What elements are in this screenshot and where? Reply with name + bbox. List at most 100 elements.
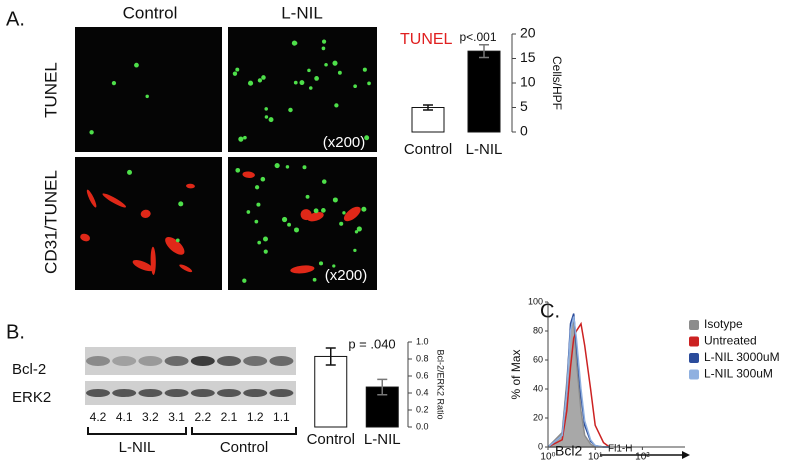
legend-swatch xyxy=(689,369,699,380)
tunel-dot xyxy=(111,80,117,86)
y-tick-label: 0.8 xyxy=(416,353,429,363)
legend-swatch xyxy=(689,336,699,347)
tunel-dot xyxy=(263,236,268,242)
lane-label: 4.2 xyxy=(90,410,107,424)
y-tick-label: 1.0 xyxy=(416,336,429,346)
micrographs xyxy=(75,27,377,290)
x-tick-label: 10² xyxy=(635,452,650,462)
cell-stain xyxy=(80,233,91,242)
tunel-dot xyxy=(274,163,280,169)
error-bar xyxy=(479,44,489,59)
blot-band xyxy=(190,389,215,397)
tunel-dot xyxy=(307,68,311,73)
y-tick-label: 100 xyxy=(528,296,543,306)
tunel-dot xyxy=(238,136,244,142)
error-bar xyxy=(377,378,388,396)
cell-stain xyxy=(179,264,193,273)
cell-stain xyxy=(343,206,361,222)
bar xyxy=(314,355,348,428)
blot-band xyxy=(112,389,137,397)
histogram-curve xyxy=(547,316,610,448)
y-axis-label: Cells/HPF xyxy=(550,56,564,110)
error-bar xyxy=(423,104,433,111)
lane-label: 1.2 xyxy=(247,410,264,424)
blot-label: Bcl-2 xyxy=(12,361,46,378)
tunel-dot xyxy=(134,62,139,68)
tunel-dot xyxy=(263,249,268,254)
tunel-dot xyxy=(321,46,326,51)
annotation: p = .040 xyxy=(348,336,395,351)
tunel-dot xyxy=(145,94,149,99)
blot-band xyxy=(269,356,294,366)
blot-band xyxy=(217,356,241,366)
blot-band xyxy=(138,389,163,397)
bar xyxy=(467,50,501,133)
panel-label: B. xyxy=(6,321,25,343)
cell-stain xyxy=(132,260,154,272)
tunel-dot xyxy=(260,176,266,182)
blot-band xyxy=(217,389,241,397)
histogram-curve xyxy=(546,319,610,448)
x-tick-label: L-NIL xyxy=(364,431,401,448)
tunel-dot xyxy=(299,80,305,86)
tunel-dot xyxy=(175,238,180,243)
tunel-dot xyxy=(89,130,94,135)
cell-stain xyxy=(102,193,127,208)
blot-band xyxy=(243,356,268,366)
legend-label: Isotype xyxy=(704,317,743,331)
tunel-dot xyxy=(354,230,359,234)
y-axis-label: Bcl-2/ERK2 Ratio xyxy=(436,349,446,419)
cell-stain xyxy=(165,236,185,255)
x-axis-label: Fl1-H xyxy=(608,444,632,455)
tunel-dot xyxy=(254,219,259,224)
tunel-dot xyxy=(353,248,357,252)
tunel-dot xyxy=(268,117,274,123)
y-tick-label: 0.6 xyxy=(416,370,429,380)
tunel-dot xyxy=(314,76,319,81)
axes xyxy=(547,302,685,448)
tunel-dot xyxy=(257,240,262,245)
tunel-dot xyxy=(361,206,367,212)
lane-label: 2.1 xyxy=(221,410,238,424)
blot-band xyxy=(86,389,110,397)
tunel-dot xyxy=(321,39,327,44)
cell-stain xyxy=(242,171,255,178)
x-tick-label: Control xyxy=(404,141,452,158)
tunel-dot xyxy=(321,179,327,184)
lane-label: 1.1 xyxy=(273,410,290,424)
panel-label: A. xyxy=(6,8,25,30)
row-label: CD31/TUNEL xyxy=(41,170,60,274)
tunel-dot xyxy=(324,62,328,67)
column-label: L-NIL xyxy=(281,3,323,22)
y-tick-label: 20 xyxy=(533,412,543,422)
y-tick-label: 0.4 xyxy=(416,387,429,397)
y-tick-label: 0 xyxy=(520,123,528,139)
tunel-dot xyxy=(332,264,336,268)
legend-swatch xyxy=(689,320,699,330)
x-tick-label: Control xyxy=(307,431,355,448)
tunel-dot xyxy=(339,221,344,226)
tunel-dot xyxy=(257,78,263,83)
lane-label: 4.1 xyxy=(116,410,133,424)
tunel-dot xyxy=(235,67,240,72)
tunel-dot xyxy=(261,75,266,80)
tunel-dot xyxy=(288,107,293,113)
tunel-dot xyxy=(367,81,371,86)
magnification: (x200) xyxy=(323,134,366,151)
blot-band xyxy=(190,356,215,366)
blot-band xyxy=(112,356,137,366)
cell-stain xyxy=(86,189,97,208)
y-axis-label: % of Max xyxy=(509,349,523,399)
tunel-dot xyxy=(332,60,338,66)
micrograph xyxy=(228,27,377,152)
tunel-dot xyxy=(243,135,247,140)
tunel-dot xyxy=(264,107,268,111)
y-tick-label: 5 xyxy=(520,98,528,114)
tunel-dot xyxy=(308,86,313,90)
y-tick-label: 80 xyxy=(533,325,543,335)
tunel-dot xyxy=(362,67,367,72)
tunel-dot xyxy=(293,80,298,85)
lane-label: 3.2 xyxy=(142,410,159,424)
tunel-dot xyxy=(235,167,241,173)
